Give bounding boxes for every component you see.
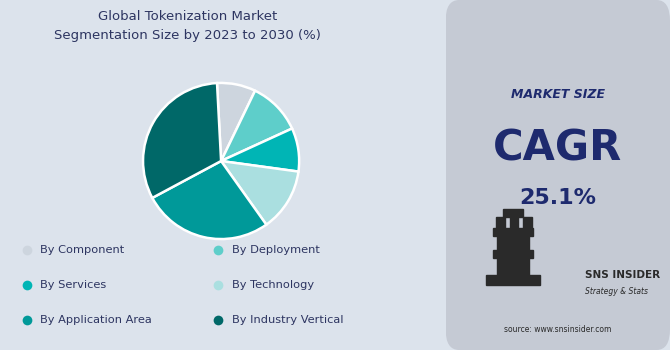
Text: Strategy & Stats: Strategy & Stats — [585, 287, 648, 296]
Wedge shape — [217, 83, 255, 161]
Bar — [492, 228, 533, 236]
Text: 25.1%: 25.1% — [519, 188, 596, 208]
Bar — [502, 209, 523, 217]
Text: By Industry Vertical: By Industry Vertical — [232, 315, 343, 325]
Bar — [496, 217, 505, 228]
Wedge shape — [221, 128, 299, 172]
Wedge shape — [152, 161, 266, 239]
Wedge shape — [143, 83, 221, 198]
Bar — [509, 217, 519, 228]
Bar — [492, 250, 533, 258]
Wedge shape — [221, 161, 298, 225]
Bar — [497, 258, 529, 275]
Bar — [523, 217, 532, 228]
Wedge shape — [221, 91, 292, 161]
Text: By Services: By Services — [40, 280, 107, 290]
Text: By Component: By Component — [40, 245, 125, 255]
Bar — [486, 275, 540, 285]
Text: Global Tokenization Market
Segmentation Size by 2023 to 2030 (%): Global Tokenization Market Segmentation … — [54, 10, 320, 42]
Text: MARKET SIZE: MARKET SIZE — [511, 88, 605, 101]
Text: By Application Area: By Application Area — [40, 315, 152, 325]
Text: By Deployment: By Deployment — [232, 245, 320, 255]
Bar — [497, 236, 529, 250]
Text: SNS INSIDER: SNS INSIDER — [585, 270, 660, 280]
FancyBboxPatch shape — [446, 0, 670, 350]
Text: CAGR: CAGR — [493, 128, 622, 170]
Text: source: www.snsinsider.com: source: www.snsinsider.com — [504, 324, 612, 334]
Text: By Technology: By Technology — [232, 280, 314, 290]
